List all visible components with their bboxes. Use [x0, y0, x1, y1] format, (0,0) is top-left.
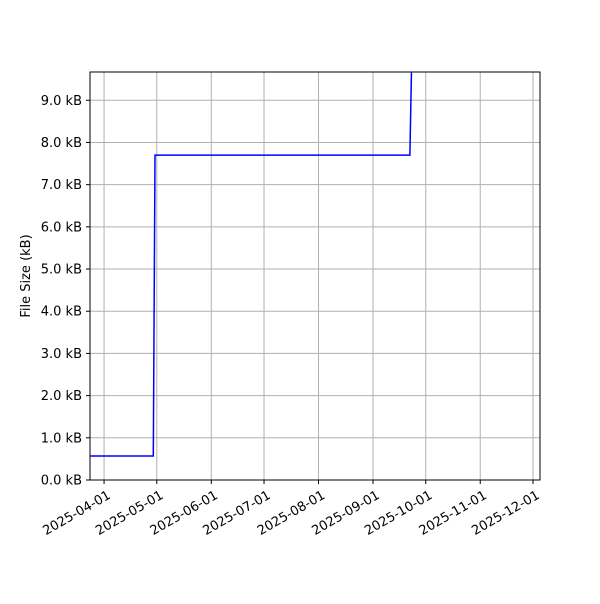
y-tick-label: 2.0 kB [41, 389, 82, 404]
y-tick-label: 7.0 kB [41, 178, 82, 193]
y-tick-label: 3.0 kB [41, 347, 82, 362]
y-tick-label: 9.0 kB [41, 94, 82, 109]
x-axis: 2025-04-012025-05-012025-06-012025-07-01… [41, 480, 542, 539]
series-line [90, 72, 413, 457]
y-tick-label: 5.0 kB [41, 263, 82, 278]
grid [90, 72, 540, 481]
series [90, 72, 413, 457]
y-tick-label: 6.0 kB [41, 220, 82, 235]
y-tick-label: 4.0 kB [41, 305, 82, 320]
y-tick-label: 8.0 kB [41, 136, 82, 151]
y-axis-label: File Size (kB) [19, 234, 34, 317]
y-axis: 0.0 kB 1.0 kB 2.0 kB 3.0 kB 4.0 kB 5.0 kB 6.0 … [41, 94, 90, 489]
y-tick-label: 1.0 kB [41, 431, 82, 446]
y-tick-label: 0.0 kB [41, 474, 82, 489]
axes-frame [89, 71, 541, 481]
